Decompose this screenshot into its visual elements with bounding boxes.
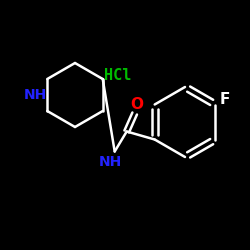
Text: F: F xyxy=(220,92,230,107)
Text: NH: NH xyxy=(99,154,122,168)
Text: O: O xyxy=(130,97,143,112)
Text: HCl: HCl xyxy=(104,68,132,82)
Text: NH: NH xyxy=(24,88,47,102)
